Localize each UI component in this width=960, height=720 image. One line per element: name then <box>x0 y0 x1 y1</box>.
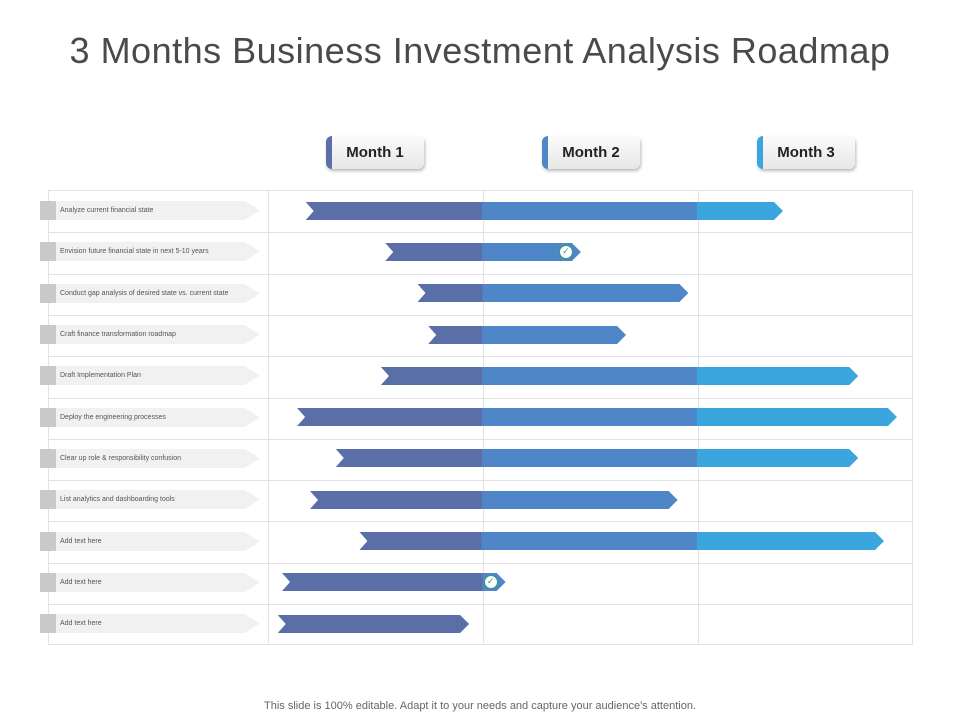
month-tab-accent <box>326 136 332 169</box>
task-marker <box>40 573 56 592</box>
grid-row-divider <box>49 398 912 399</box>
task-bar <box>418 284 689 302</box>
task-label-text: List analytics and dashboarding tools <box>60 496 175 503</box>
month-tab-3: Month 3 <box>757 136 855 169</box>
task-label-text: Add text here <box>60 620 102 627</box>
task-bar <box>381 367 858 385</box>
task-bar <box>282 573 506 591</box>
task-label: Add text here <box>40 614 260 633</box>
grid-row-divider <box>49 232 912 233</box>
task-label-text: Conduct gap analysis of desired state vs… <box>60 290 229 297</box>
task-label: Clear up role & responsibility confusion <box>40 449 260 468</box>
task-bar <box>385 243 581 261</box>
task-marker <box>40 201 56 220</box>
task-marker <box>40 490 56 509</box>
task-marker <box>40 614 56 633</box>
task-bar <box>310 491 678 509</box>
task-label-text: Analyze current financial state <box>60 207 154 214</box>
grid-row-divider <box>49 439 912 440</box>
checkmark-icon: ✓ <box>483 575 498 589</box>
month-tab-label: Month 2 <box>562 144 620 161</box>
task-bar <box>278 615 469 633</box>
month-tab-2: Month 2 <box>542 136 640 169</box>
grid-column-divider <box>268 191 269 644</box>
task-label-text: Add text here <box>60 538 102 545</box>
task-label: Deploy the engineering processes <box>40 408 260 427</box>
month-tab-accent <box>757 136 763 169</box>
task-marker <box>40 242 56 261</box>
task-label-text: Envision future financial state in next … <box>60 248 209 255</box>
page-title: 3 Months Business Investment Analysis Ro… <box>69 30 891 71</box>
month-tab-label: Month 1 <box>346 144 404 161</box>
grid-row-divider <box>49 274 912 275</box>
task-label: Craft finance transformation roadmap <box>40 325 260 344</box>
task-label-text: Clear up role & responsibility confusion <box>60 455 182 462</box>
month-tab-accent <box>542 136 548 169</box>
footer-note: This slide is 100% editable. Adapt it to… <box>264 700 696 712</box>
task-label: Add text here <box>40 573 260 592</box>
month-tab-1: Month 1 <box>326 136 424 169</box>
task-label: Add text here <box>40 532 260 551</box>
task-marker <box>40 284 56 303</box>
task-marker <box>40 449 56 468</box>
task-label: Conduct gap analysis of desired state vs… <box>40 284 260 303</box>
task-bar <box>306 202 783 220</box>
task-label-text: Deploy the engineering processes <box>60 414 166 421</box>
grid-row-divider <box>49 480 912 481</box>
task-bar <box>359 532 884 550</box>
grid-row-divider <box>49 604 912 605</box>
month-tab-label: Month 3 <box>777 144 835 161</box>
grid-row-divider <box>49 356 912 357</box>
task-label: Envision future financial state in next … <box>40 242 260 261</box>
task-label: List analytics and dashboarding tools <box>40 490 260 509</box>
grid-row-divider <box>49 521 912 522</box>
task-bar <box>428 326 626 344</box>
task-marker <box>40 408 56 427</box>
task-label-text: Craft finance transformation roadmap <box>60 331 176 338</box>
task-bar <box>336 449 858 467</box>
task-marker <box>40 325 56 344</box>
task-bar <box>297 408 897 426</box>
grid-row-divider <box>49 315 912 316</box>
checkmark-icon: ✓ <box>558 245 573 259</box>
task-label: Draft Implementation Plan <box>40 366 260 385</box>
task-label-text: Add text here <box>60 579 102 586</box>
task-marker <box>40 532 56 551</box>
task-label: Analyze current financial state <box>40 201 260 220</box>
grid-row-divider <box>49 563 912 564</box>
task-marker <box>40 366 56 385</box>
task-label-text: Draft Implementation Plan <box>60 372 141 379</box>
